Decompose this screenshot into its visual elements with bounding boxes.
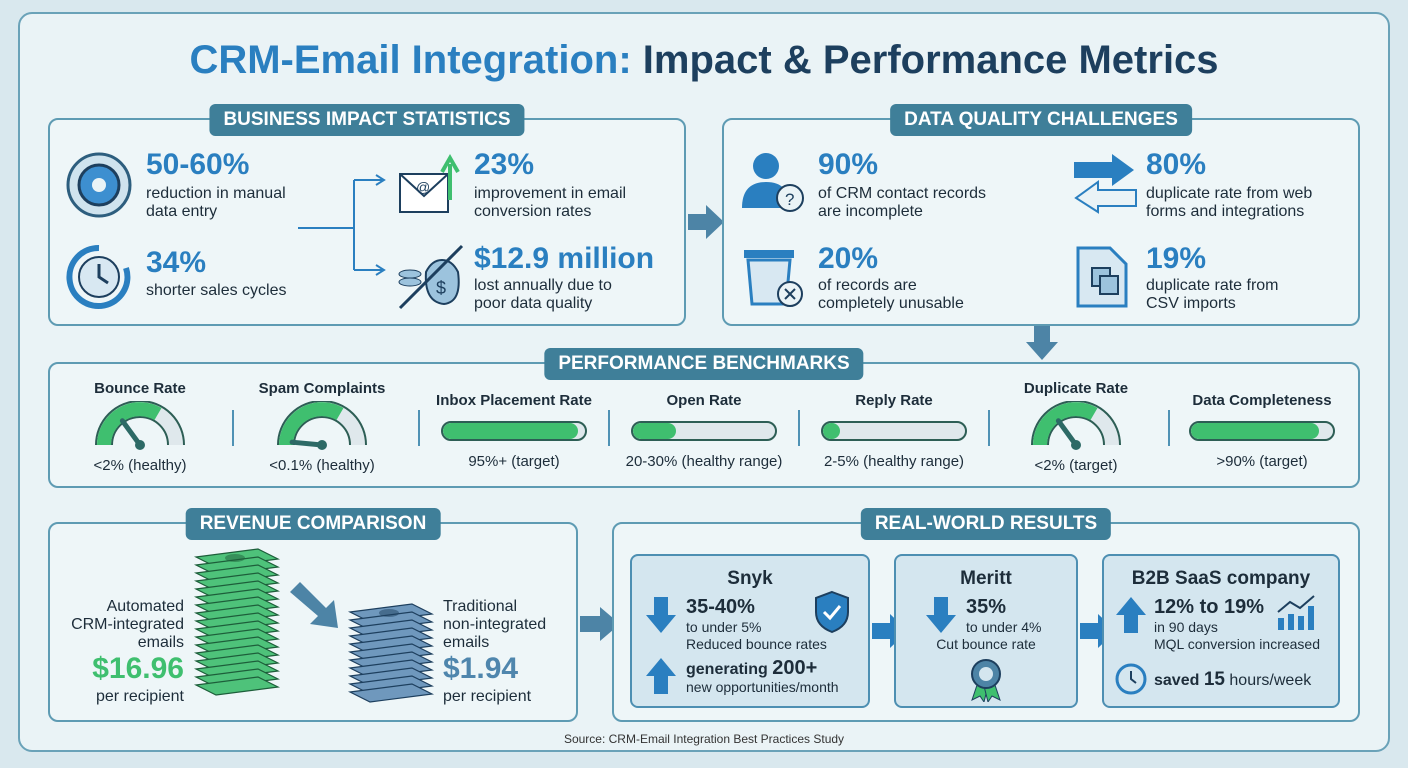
branch-connector bbox=[298, 174, 386, 276]
benchmark-item: Data Completeness >90% (target) bbox=[1172, 392, 1352, 470]
benchmark-item: Spam Complaints <0.1% (healthy) bbox=[258, 380, 386, 474]
divider bbox=[1168, 410, 1170, 446]
arrow-up-icon bbox=[1116, 597, 1146, 633]
benchmark-item: Reply Rate 2-5% (healthy range) bbox=[804, 392, 984, 470]
arrow-down-right-icon bbox=[290, 582, 338, 628]
svg-text:?: ? bbox=[785, 190, 794, 209]
money-stack-large-icon bbox=[193, 548, 281, 696]
automated-revenue-value: $16.96 bbox=[92, 652, 184, 685]
money-bag-icon: $ bbox=[398, 244, 464, 310]
divider bbox=[608, 410, 610, 446]
arrow-down-icon bbox=[1026, 326, 1058, 360]
benchmark-item: Open Rate 20-30% (healthy range) bbox=[625, 392, 783, 470]
clock-speed-icon bbox=[66, 244, 131, 309]
svg-text:@: @ bbox=[416, 179, 430, 195]
email-growth-icon: @ bbox=[399, 153, 460, 213]
benchmark-item: Inbox Placement Rate 95%+ (target) bbox=[436, 392, 592, 470]
benchmark-item: Bounce Rate <2% (healthy) bbox=[93, 380, 187, 474]
data-quality-section bbox=[722, 118, 1360, 326]
page-title: CRM-Email Integration: Impact & Performa… bbox=[189, 38, 1219, 82]
benchmark-progress-bar bbox=[1189, 421, 1335, 441]
gear-clock-icon bbox=[66, 152, 132, 218]
arrow-right-icon bbox=[688, 205, 724, 239]
source-note: Source: CRM-Email Integration Best Pract… bbox=[563, 732, 845, 746]
gauge-needle bbox=[289, 439, 325, 448]
shield-check-icon bbox=[815, 590, 849, 634]
award-ribbon-icon bbox=[971, 659, 1001, 702]
user-question-icon: ? bbox=[742, 153, 804, 212]
traditional-revenue-value: $1.94 bbox=[443, 652, 519, 685]
divider bbox=[418, 410, 420, 446]
data-quality-tab: DATA QUALITY CHALLENGES bbox=[890, 104, 1192, 136]
trash-icon bbox=[744, 250, 803, 307]
performance-benchmarks-tab: PERFORMANCE BENCHMARKS bbox=[544, 348, 864, 380]
benchmark-item: Duplicate Rate <2% (target) bbox=[1023, 380, 1129, 474]
clock-icon bbox=[1115, 663, 1147, 695]
revenue-comparison-section bbox=[48, 522, 578, 722]
divider bbox=[988, 410, 990, 446]
duplicate-files-icon bbox=[1076, 246, 1128, 308]
benchmark-gauge bbox=[1031, 401, 1121, 450]
swap-arrows-icon bbox=[1074, 154, 1137, 214]
arrow-up-icon bbox=[646, 658, 676, 694]
gauge-needle bbox=[1055, 418, 1079, 448]
arrow-down-icon bbox=[646, 597, 676, 633]
business-impact-section bbox=[48, 118, 686, 326]
bar-chart-growth-icon bbox=[1277, 595, 1315, 630]
business-impact-tab: BUSINESS IMPACT STATISTICS bbox=[209, 104, 525, 136]
automated-label: Automated CRM-integrated emails bbox=[71, 598, 184, 651]
benchmark-progress-bar bbox=[441, 421, 587, 441]
divider bbox=[232, 410, 234, 446]
real-world-results-tab: REAL-WORLD RESULTS bbox=[860, 508, 1112, 540]
traditional-label: Traditional non-integrated emails bbox=[443, 598, 547, 651]
arrow-right-icon bbox=[580, 607, 620, 641]
svg-text:$: $ bbox=[436, 278, 446, 298]
money-stack-small-icon bbox=[347, 603, 435, 703]
benchmark-progress-bar bbox=[631, 421, 777, 441]
benchmark-gauge bbox=[277, 401, 367, 450]
revenue-comparison-tab: REVENUE COMPARISON bbox=[185, 508, 441, 540]
benchmark-gauge bbox=[95, 401, 185, 450]
divider bbox=[798, 410, 800, 446]
arrow-down-icon bbox=[926, 597, 956, 633]
benchmark-progress-bar bbox=[821, 421, 967, 441]
